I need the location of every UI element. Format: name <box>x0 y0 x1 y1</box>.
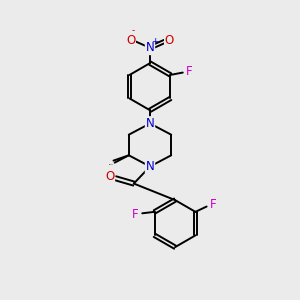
Text: F: F <box>210 198 216 211</box>
Text: methyl: methyl <box>109 164 114 165</box>
Text: N: N <box>146 117 154 130</box>
Text: F: F <box>186 65 193 79</box>
Text: O: O <box>105 170 114 183</box>
Text: N: N <box>146 160 154 173</box>
Text: F: F <box>132 208 139 221</box>
Text: O: O <box>165 34 174 47</box>
Text: N: N <box>146 41 154 54</box>
Text: +: + <box>151 37 158 46</box>
Text: O: O <box>126 34 135 47</box>
Text: -: - <box>132 26 135 35</box>
